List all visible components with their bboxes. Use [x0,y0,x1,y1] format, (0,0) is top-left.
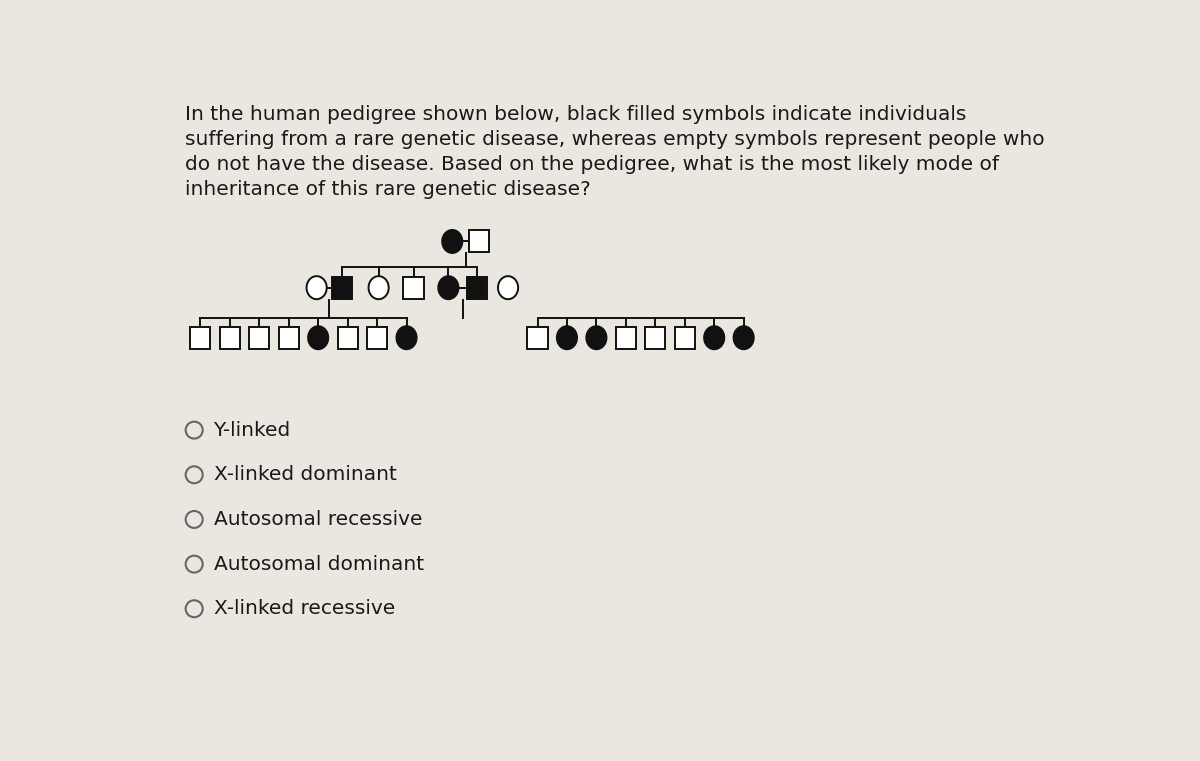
Bar [367,326,388,349]
Ellipse shape [396,326,416,349]
Text: Autosomal recessive: Autosomal recessive [214,510,422,529]
Bar [674,326,695,349]
Bar [646,326,665,349]
Bar [278,326,299,349]
Ellipse shape [368,276,389,299]
Text: Y-linked: Y-linked [214,421,290,440]
Ellipse shape [704,326,725,349]
Ellipse shape [587,326,606,349]
Text: X-linked dominant: X-linked dominant [214,465,396,484]
Bar [220,326,240,349]
Text: Autosomal dominant: Autosomal dominant [214,555,424,574]
Ellipse shape [306,276,326,299]
Bar [191,326,210,349]
Bar [332,277,353,298]
Ellipse shape [498,276,518,299]
Bar [250,326,269,349]
Bar [337,326,358,349]
Bar [616,326,636,349]
Ellipse shape [438,276,458,299]
Ellipse shape [442,230,462,253]
Bar [528,326,547,349]
Bar [469,231,490,253]
Ellipse shape [557,326,577,349]
Ellipse shape [308,326,329,349]
Bar [467,277,487,298]
Text: X-linked recessive: X-linked recessive [214,599,395,618]
Text: In the human pedigree shown below, black filled symbols indicate individuals
suf: In the human pedigree shown below, black… [185,105,1044,199]
Ellipse shape [733,326,754,349]
Bar [403,277,424,298]
